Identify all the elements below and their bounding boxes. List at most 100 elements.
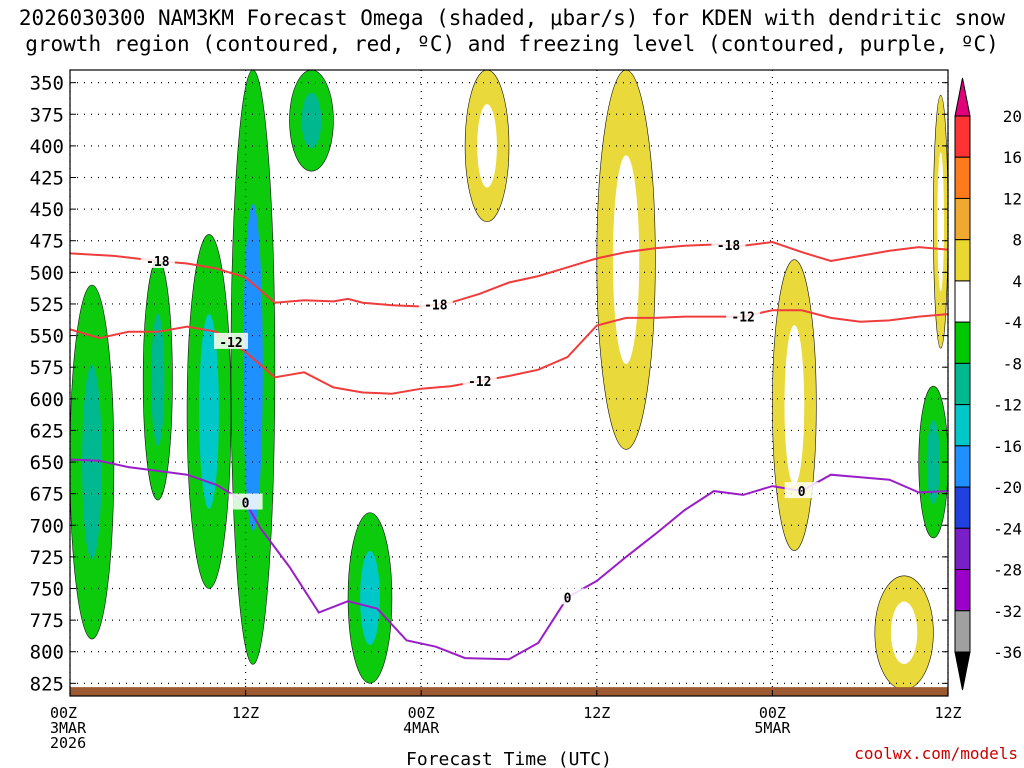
omega-shading <box>70 70 948 690</box>
contour-line-0 <box>70 240 948 308</box>
contour-lines: -18 -18 -18 -12 -12 -12 0 0 0 <box>70 236 948 661</box>
y-tick-label-550: 550 <box>30 326 64 348</box>
contour-label-bg-1-0 <box>213 332 248 349</box>
contour-label-bg-2-2 <box>784 482 819 499</box>
contour-label-1-1: -12 <box>468 375 491 390</box>
x-tick-label-60-0: 12Z <box>934 704 961 722</box>
y-tick-label-450: 450 <box>30 199 64 221</box>
contour-label-0-1: -18 <box>424 299 448 314</box>
x-tick-label-36-0: 12Z <box>583 704 610 722</box>
contour-label-2-0: 0 <box>242 497 250 512</box>
colorbar-label-7: -12 <box>993 396 1022 415</box>
shaded-core-7 <box>612 155 640 365</box>
y-tick-label-800: 800 <box>30 642 64 664</box>
contour-label-2-2: 0 <box>798 485 806 500</box>
y-tick-label-575: 575 <box>30 357 64 379</box>
chart-title-line-2: growth region (contoured, red, ºC) and f… <box>25 32 999 56</box>
y-tick-label-375: 375 <box>30 104 64 126</box>
plot-frame <box>69 69 949 697</box>
y-tick-label-825: 825 <box>30 673 64 695</box>
contour-label-bg-2-1 <box>550 588 585 605</box>
x-tick-label-48-1: 5MAR <box>754 719 791 737</box>
colorbar-swatch-9 <box>954 486 971 529</box>
terrain-layer <box>70 687 948 696</box>
y-tick-label-425: 425 <box>30 167 64 189</box>
x-tick-label-0-2: 2026 <box>50 734 86 752</box>
y-tick-label-775: 775 <box>30 610 64 632</box>
contour-label-1-0: -12 <box>219 336 242 351</box>
colorbar-swatch-12 <box>954 610 971 653</box>
y-tick-label-475: 475 <box>30 231 64 253</box>
x-tick-label-24-1: 4MAR <box>403 719 440 737</box>
x-axis-label: Forecast Time (UTC) <box>406 749 612 768</box>
colorbar-swatch-11 <box>954 569 971 612</box>
y-tick-label-500: 500 <box>30 262 64 284</box>
contour-label-bg-1-2 <box>726 307 761 324</box>
shaded-core-6 <box>477 104 497 188</box>
shaded-core-8 <box>784 325 805 486</box>
colorbar-label-6: -8 <box>1003 354 1022 373</box>
colorbar-bottom-triangle <box>954 651 971 691</box>
colorbar-swatch-4 <box>954 280 971 323</box>
contour-label-bg-0-2 <box>711 236 746 253</box>
contour-label-bg-0-1 <box>418 295 453 312</box>
y-tick-label-350: 350 <box>30 73 64 95</box>
contour-label-bg-0-0 <box>140 251 175 268</box>
colorbar-label-13: -36 <box>993 643 1022 662</box>
colorbar-label-8: -16 <box>993 437 1022 456</box>
colorbar-label-11: -28 <box>993 561 1022 580</box>
colorbar-label-0: 20 <box>1003 107 1022 126</box>
credit-text: coolwx.com/models <box>854 744 1018 763</box>
colorbar-swatch-5 <box>954 321 971 364</box>
shaded-core-2 <box>199 314 219 509</box>
y-tick-label-700: 700 <box>30 515 64 537</box>
colorbar-swatch-7 <box>954 404 971 447</box>
x-tick-label-12-0: 12Z <box>232 704 259 722</box>
contour-label-bg-1-1 <box>462 372 497 389</box>
chart-title-line-1: 2026030300 NAM3KM Forecast Omega (shaded… <box>18 6 1006 30</box>
shaded-core-9 <box>890 601 918 665</box>
y-tick-label-400: 400 <box>30 136 64 158</box>
shaded-core-4 <box>301 92 322 149</box>
colorbar-label-4: 4 <box>1012 272 1022 291</box>
colorbar-label-10: -24 <box>993 519 1022 538</box>
x-tick-label-0-0: 00Z <box>50 704 77 722</box>
colorbar-top-triangle <box>954 77 971 117</box>
colorbar-swatch-6 <box>954 362 971 406</box>
y-tick-label-750: 750 <box>30 579 64 601</box>
colorbar-swatch-10 <box>954 527 971 571</box>
shaded-core-5 <box>360 551 380 645</box>
contour-line-1 <box>70 309 948 395</box>
colorbar-swatch-0 <box>954 115 971 158</box>
colorbar-label-5: -4 <box>1003 313 1022 332</box>
terrain-band <box>70 687 948 696</box>
x-tick-label-48-0: 00Z <box>759 704 786 722</box>
colorbar-label-12: -32 <box>993 602 1022 621</box>
y-tick-label-675: 675 <box>30 484 64 506</box>
colorbar-label-1: 16 <box>1003 148 1022 167</box>
shaded-core-10 <box>937 152 944 292</box>
shaded-core-11 <box>926 420 940 504</box>
x-tick-label-24-0: 00Z <box>408 704 435 722</box>
contour-label-2-1: 0 <box>564 591 572 606</box>
contour-label-bg-2-0 <box>228 493 263 510</box>
y-tick-label-650: 650 <box>30 452 64 474</box>
x-tick-label-0-1: 3MAR <box>50 719 87 737</box>
colorbar-swatch-8 <box>954 445 971 488</box>
colorbar-swatch-3 <box>954 239 971 282</box>
contour-label-0-0: -18 <box>146 255 170 270</box>
y-axis: 350 375 400 425 450 475 500 525 550 575 600 625 650 6… <box>30 73 948 695</box>
colorbar-label-9: -20 <box>993 478 1022 497</box>
contour-label-1-2: -12 <box>731 311 754 326</box>
colorbar-swatch-1 <box>954 156 971 199</box>
y-tick-label-625: 625 <box>30 420 64 442</box>
colorbar-swatch-2 <box>954 197 971 241</box>
colorbar-label-3: 8 <box>1012 231 1022 250</box>
colorbar: 20 16 12 8 4 -4 -8 -12 -16 -20 -24 -28 -32 -36 <box>954 77 1022 691</box>
y-tick-label-600: 600 <box>30 389 64 411</box>
y-tick-label-525: 525 <box>30 294 64 316</box>
y-tick-label-725: 725 <box>30 547 64 569</box>
shaded-core-1 <box>151 313 165 446</box>
